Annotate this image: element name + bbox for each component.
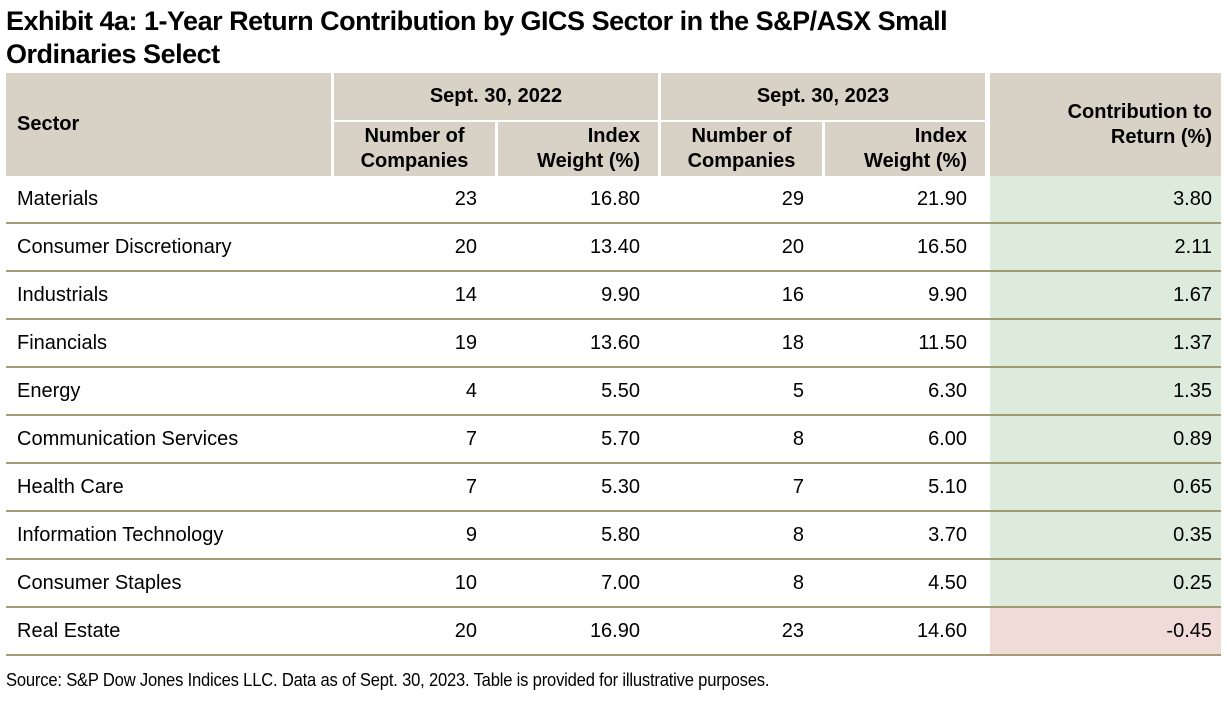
companies-2023-cell: 16 xyxy=(781,283,804,306)
companies-2022-cell: 20 xyxy=(454,619,477,642)
table-row: Materials 23 16.80 29 21.90 3.80 xyxy=(6,176,1221,224)
sector-cell: Health Care xyxy=(17,475,124,498)
sector-cell: Energy xyxy=(17,379,81,402)
table-row: Real Estate 20 16.90 23 14.60 -0.45 xyxy=(6,608,1221,656)
weight-2023-cell: 14.60 xyxy=(916,619,967,642)
contribution-column-header: Contribution to Return (%) xyxy=(985,73,1221,176)
contribution-cell: 0.89 xyxy=(985,416,1221,462)
companies-2023-cell: 7 xyxy=(792,475,804,498)
contribution-cell: 3.80 xyxy=(985,176,1221,222)
companies-2023-header: Number of Companies xyxy=(658,120,822,176)
table-row: Information Technology 9 5.80 8 3.70 0.3… xyxy=(6,512,1221,560)
weight-2023-cell: 21.90 xyxy=(916,187,967,210)
sector-cell: Materials xyxy=(17,187,99,210)
companies-2023-cell: 5 xyxy=(792,379,804,402)
weight-2022-cell: 16.90 xyxy=(589,619,640,642)
companies-2023-cell: 29 xyxy=(781,187,804,210)
period-2023-header: Sept. 30, 2023 xyxy=(658,73,985,120)
weight-2023-cell: 11.50 xyxy=(918,331,967,354)
sector-column-header: Sector xyxy=(6,73,331,176)
weight-2022-cell: 13.60 xyxy=(589,331,640,354)
contribution-cell: 2.11 xyxy=(985,224,1221,270)
contribution-cell: -0.45 xyxy=(985,608,1221,654)
table-row: Health Care 7 5.30 7 5.10 0.65 xyxy=(6,464,1221,512)
contribution-cell: 0.65 xyxy=(985,464,1221,510)
weight-2022-header: Index Weight (%) xyxy=(495,120,658,176)
companies-2022-cell: 7 xyxy=(465,427,477,450)
sector-table: Sector Sept. 30, 2022 Sept. 30, 2023 Con… xyxy=(6,73,1221,656)
exhibit-title: Exhibit 4a: 1-Year Return Contribution b… xyxy=(6,6,948,69)
companies-2022-cell: 7 xyxy=(465,475,477,498)
weight-2022-cell: 9.90 xyxy=(601,283,640,306)
sector-cell: Consumer Staples xyxy=(17,571,182,594)
companies-2023-cell: 8 xyxy=(792,571,804,594)
sector-cell: Real Estate xyxy=(17,619,121,642)
weight-2022-cell: 5.50 xyxy=(601,379,640,402)
table-row: Consumer Staples 10 7.00 8 4.50 0.25 xyxy=(6,560,1221,608)
table-row: Industrials 14 9.90 16 9.90 1.67 xyxy=(6,272,1221,320)
sector-cell: Consumer Discretionary xyxy=(17,235,232,258)
weight-2022-cell: 5.70 xyxy=(601,427,640,450)
companies-2023-cell: 18 xyxy=(781,331,804,354)
companies-2023-cell: 20 xyxy=(781,235,804,258)
companies-2022-cell: 19 xyxy=(454,331,477,354)
weight-2023-cell: 6.30 xyxy=(928,379,967,402)
companies-2023-cell: 8 xyxy=(792,427,804,450)
weight-2023-cell: 5.10 xyxy=(928,475,967,498)
weight-2023-cell: 3.70 xyxy=(928,523,967,546)
companies-2022-cell: 10 xyxy=(454,571,477,594)
companies-2022-cell: 14 xyxy=(454,283,477,306)
weight-2023-cell: 9.90 xyxy=(928,283,967,306)
weight-2022-cell: 13.40 xyxy=(589,235,640,258)
companies-2023-cell: 23 xyxy=(781,619,804,642)
contribution-cell: 1.67 xyxy=(985,272,1221,318)
period-2022-header: Sept. 30, 2022 xyxy=(331,73,658,120)
sector-cell: Communication Services xyxy=(17,427,239,450)
companies-2023-cell: 8 xyxy=(792,523,804,546)
table-row: Financials 19 13.60 18 11.50 1.37 xyxy=(6,320,1221,368)
contribution-cell: 0.25 xyxy=(985,560,1221,606)
weight-2022-cell: 5.80 xyxy=(601,523,640,546)
companies-2022-header: Number of Companies xyxy=(331,120,495,176)
contribution-cell: 1.37 xyxy=(985,320,1221,366)
weight-2023-cell: 4.50 xyxy=(928,571,967,594)
companies-2022-cell: 4 xyxy=(465,379,477,402)
source-note: Source: S&P Dow Jones Indices LLC. Data … xyxy=(6,670,770,690)
companies-2022-cell: 9 xyxy=(465,523,477,546)
weight-2023-cell: 16.50 xyxy=(916,235,967,258)
table-header: Sector Sept. 30, 2022 Sept. 30, 2023 Con… xyxy=(6,73,1221,176)
weight-2022-cell: 5.30 xyxy=(601,475,640,498)
companies-2022-cell: 20 xyxy=(454,235,477,258)
weight-2022-cell: 7.00 xyxy=(601,571,640,594)
weight-2023-cell: 6.00 xyxy=(928,427,967,450)
sector-cell: Industrials xyxy=(17,283,109,306)
companies-2022-cell: 23 xyxy=(454,187,477,210)
contribution-cell: 0.35 xyxy=(985,512,1221,558)
table-row: Communication Services 7 5.70 8 6.00 0.8… xyxy=(6,416,1221,464)
weight-2023-header: Index Weight (%) xyxy=(822,120,985,176)
table-row: Consumer Discretionary 20 13.40 20 16.50… xyxy=(6,224,1221,272)
sector-cell: Financials xyxy=(17,331,108,354)
table-row: Energy 4 5.50 5 6.30 1.35 xyxy=(6,368,1221,416)
contribution-cell: 1.35 xyxy=(985,368,1221,414)
sector-cell: Information Technology xyxy=(17,523,224,546)
weight-2022-cell: 16.80 xyxy=(589,187,640,210)
